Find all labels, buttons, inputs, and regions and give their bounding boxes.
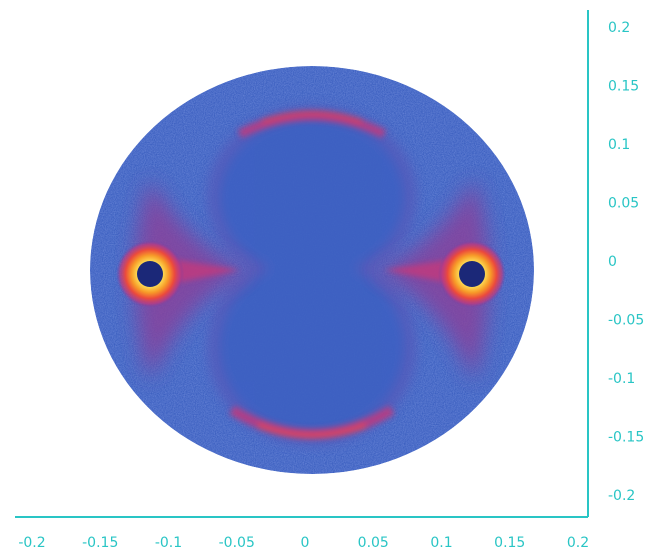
x-tick-label: 0 [301, 535, 310, 551]
side-wings [135, 180, 489, 380]
x-tick-label: -0.15 [82, 535, 118, 551]
y-tick-labels: 0.2 0.15 0.1 0.05 0 -0.05 -0.1 -0.15 -0.2 [608, 20, 644, 504]
y-tick-label: -0.1 [608, 371, 635, 387]
y-tick-label: -0.2 [608, 488, 635, 504]
y-tick-label: 0.15 [608, 79, 639, 95]
y-tick-label: 0.05 [608, 196, 639, 212]
y-tick-label: -0.15 [608, 430, 644, 446]
left-hotspot [116, 240, 184, 308]
x-tick-label: -0.2 [18, 535, 45, 551]
x-tick-labels: -0.2 -0.15 -0.1 -0.05 0 0.05 0.1 0.15 0.2 [18, 535, 589, 551]
x-tick-label: -0.05 [219, 535, 255, 551]
x-tick-label: 0.15 [494, 535, 525, 551]
x-tick-label: 0.1 [430, 535, 452, 551]
y-tick-label: 0.2 [608, 20, 630, 36]
x-tick-label: 0.05 [358, 535, 389, 551]
top-arc [237, 111, 387, 139]
lobes [209, 108, 415, 444]
y-tick-label: 0 [608, 254, 617, 270]
y-tick-label: -0.05 [608, 313, 644, 329]
arc-features [229, 110, 395, 439]
x-tick-label: -0.1 [155, 535, 182, 551]
right-hotspot [438, 240, 506, 308]
y-tick-label: 0.1 [608, 137, 630, 153]
x-tick-label: 0.2 [567, 535, 589, 551]
heatmap-image [90, 66, 534, 474]
